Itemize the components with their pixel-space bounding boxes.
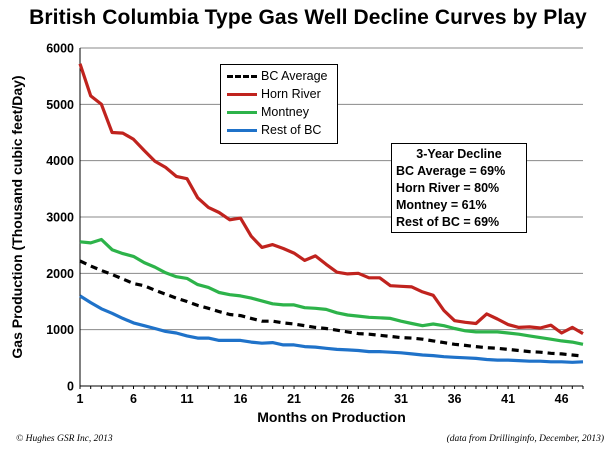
y-axis-label: Gas Production (Thousand cubic feet/Day) xyxy=(9,75,25,358)
x-axis-label: Months on Production xyxy=(257,409,406,425)
data-source-note: (data from Drillinginfo, December, 2013) xyxy=(446,434,604,444)
legend-item-montney: Montney xyxy=(227,103,309,121)
annotation-line: BC Average = 69% xyxy=(396,164,506,178)
legend-swatch xyxy=(227,74,257,78)
annotation-line: Horn River = 80% xyxy=(396,181,500,195)
series-line-horn-river xyxy=(78,63,584,335)
y-tick-label: 4000 xyxy=(46,154,74,168)
legend-item-horn-river: Horn River xyxy=(227,85,321,103)
legend-label: BC Average xyxy=(261,69,328,83)
x-tick-label: 11 xyxy=(180,392,193,406)
legend: BC Average Horn River Montney Rest of BC xyxy=(220,64,338,144)
x-tick-label: 31 xyxy=(394,392,408,406)
legend-swatch xyxy=(227,92,257,96)
annotation-line: Rest of BC = 69% xyxy=(396,215,500,229)
legend-label: Horn River xyxy=(261,87,321,101)
x-tick-label: 36 xyxy=(448,392,462,406)
x-tick-label: 16 xyxy=(234,392,248,406)
x-tick-label: 41 xyxy=(501,392,515,406)
y-tick-label: 1000 xyxy=(46,323,74,337)
y-tick-label: 2000 xyxy=(46,267,74,281)
legend-label: Rest of BC xyxy=(261,123,322,137)
annotation-title: 3-Year Decline xyxy=(416,147,502,161)
series-line-montney xyxy=(79,237,584,346)
series-line-rest-of-bc xyxy=(79,294,584,364)
legend-item-rest-of-bc: Rest of BC xyxy=(227,121,321,139)
y-tick-label: 5000 xyxy=(46,98,74,112)
legend-swatch xyxy=(227,110,257,114)
series-line-bc-average xyxy=(79,259,584,358)
legend-label: Montney xyxy=(261,105,309,119)
x-tick-label: 46 xyxy=(555,392,569,406)
annotation-line: Montney = 61% xyxy=(396,198,487,212)
x-tick-label: 1 xyxy=(77,392,84,406)
chart-title: British Columbia Type Gas Well Decline C… xyxy=(29,6,587,29)
copyright-credit: © Hughes GSR Inc, 2013 xyxy=(16,434,113,444)
decline-annotation-box: 3-Year Decline BC Average = 69% Horn Riv… xyxy=(391,143,527,233)
x-tick-label: 21 xyxy=(287,392,301,406)
y-tick-label: 6000 xyxy=(46,42,74,56)
y-tick-label: 0 xyxy=(67,380,74,394)
x-tick-label: 26 xyxy=(341,392,355,406)
y-tick-label: 3000 xyxy=(46,211,74,225)
x-tick-label: 6 xyxy=(130,392,137,406)
legend-swatch xyxy=(227,128,257,132)
legend-item-bc-average: BC Average xyxy=(227,67,327,85)
